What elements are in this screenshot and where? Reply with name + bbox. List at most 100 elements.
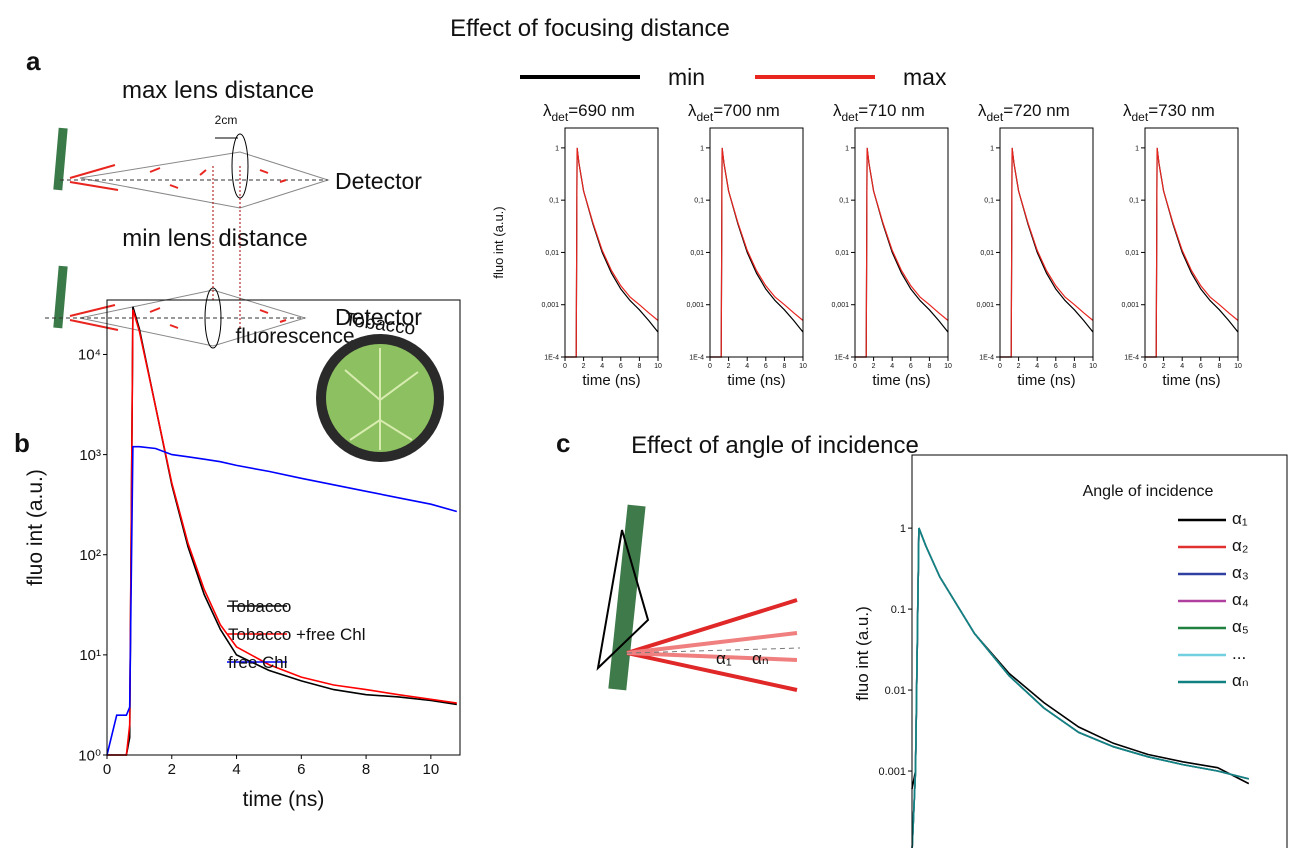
y-tick-label: 0,001 [686, 302, 704, 309]
diagram-a: max lens distance 2cm Detector min lens … [45, 77, 422, 349]
x-tick-label: 10 [944, 363, 952, 370]
y-axis-label: fluo int (a.u.) [24, 469, 47, 586]
y-tick-label: 0.001 [878, 766, 906, 778]
series-line [565, 147, 659, 358]
y-tick-label: 0,1 [694, 198, 704, 205]
x-tick-label: 4 [232, 761, 240, 778]
diagram-c: α₁ αₙ [596, 504, 801, 692]
x-tick-label: 6 [619, 363, 623, 370]
title-part: λ [833, 101, 842, 120]
x-axis-label: time (ns) [1017, 372, 1075, 389]
legend-label: α₅ [1232, 617, 1249, 636]
title-part: det [1132, 110, 1149, 124]
plot-frame [106, 299, 461, 756]
diagram-label: max lens distance [122, 77, 314, 104]
y-tick-label: 0,01 [1125, 250, 1139, 257]
title-part: λ [1123, 101, 1132, 120]
legend-label: Tobacco [228, 597, 291, 616]
y-tick-label: 1E-4 [834, 354, 849, 361]
x-tick-label: 2 [168, 761, 176, 778]
legend-label: max [903, 64, 947, 90]
legend-label: ... [1232, 644, 1246, 663]
y-tick-label: 0,01 [690, 250, 704, 257]
x-tick-label: 2 [872, 363, 876, 370]
x-tick-label: 4 [600, 363, 604, 370]
leaf [53, 127, 68, 191]
plot-frame [854, 127, 949, 358]
x-tick-label: 0 [708, 363, 712, 370]
y-tick-label: 0,01 [835, 250, 849, 257]
y-tick-label: 1 [1135, 145, 1139, 152]
title-part: det [842, 110, 859, 124]
leaf [608, 504, 646, 691]
series-line [1145, 147, 1239, 358]
series-line [565, 147, 659, 358]
x-tick-label: 10 [799, 363, 807, 370]
leaf [53, 265, 68, 329]
y-tick-label: 0,001 [831, 302, 849, 309]
y-axis-label: fluo int (a.u.) [853, 606, 872, 701]
x-tick-label: 8 [927, 363, 931, 370]
legend-label: α₃ [1232, 563, 1249, 582]
series-line [911, 527, 1249, 853]
legend-label: α₁ [1232, 509, 1248, 528]
title-part: =690 nm [568, 101, 635, 120]
y-tick-label: 0,1 [549, 198, 559, 205]
x-tick-label: 10 [1234, 363, 1242, 370]
x-tick-label: 6 [1054, 363, 1058, 370]
y-tick-label: 1 [700, 145, 704, 152]
y-tick-label: 0,01 [980, 250, 994, 257]
series-line [106, 445, 458, 756]
series-line [1000, 147, 1094, 358]
y-tick-label: 0,1 [1129, 198, 1139, 205]
x-tick-label: 4 [1180, 363, 1184, 370]
x-tick-label: 0 [563, 363, 567, 370]
x-tick-label: 10 [654, 363, 662, 370]
x-tick-label: 8 [782, 363, 786, 370]
x-tick-label: 8 [1072, 363, 1076, 370]
y-tick-label: 0,001 [1121, 302, 1139, 309]
x-tick-label: 6 [764, 363, 768, 370]
y-tick-label: 0,01 [545, 250, 559, 257]
title-part: det [987, 110, 1004, 124]
y-tick-label: 0,1 [984, 198, 994, 205]
x-axis-label: time (ns) [872, 372, 930, 389]
beam [626, 598, 798, 692]
x-tick-label: 4 [890, 363, 894, 370]
x-axis-label: time (ns) [1162, 372, 1220, 389]
title-part: =720 nm [1003, 101, 1070, 120]
x-tick-label: 0 [103, 761, 111, 778]
x-tick-label: 2 [727, 363, 731, 370]
diagram-label: Detector [335, 304, 422, 330]
title-part: λ [688, 101, 697, 120]
series-line [107, 306, 457, 756]
legend-title: Angle of incidence [1083, 483, 1214, 500]
inset-b: Tobacco [316, 309, 444, 462]
chart-title: λdet=700 nm [688, 101, 780, 124]
series-line [911, 527, 1249, 853]
diagram-label: Detector [335, 168, 422, 194]
x-tick-label: 2 [1017, 363, 1021, 370]
y-tick-label: 0.1 [891, 604, 906, 616]
x-axis-label: time (ns) [582, 372, 640, 389]
legend-label: min [668, 64, 705, 90]
plot-frame [911, 454, 1288, 853]
normal [626, 647, 801, 654]
title-part: λ [543, 101, 552, 120]
y-tick-label: 1 [900, 523, 906, 535]
legend-label: α₄ [1232, 590, 1249, 609]
y-tick-label: 1E-4 [544, 354, 559, 361]
y-tick-label: 1E-4 [979, 354, 994, 361]
y-tick-label: 1E-4 [1124, 354, 1139, 361]
x-tick-label: 0 [1143, 363, 1147, 370]
diagram-label: min lens distance [122, 225, 307, 252]
panel-label: c [556, 428, 570, 458]
plot-frame [564, 127, 659, 358]
x-axis-label: time (ns) [727, 372, 785, 389]
plot-frame [999, 127, 1094, 358]
series-line [1000, 147, 1094, 358]
y-tick-label: 0,001 [976, 302, 994, 309]
title-part: det [697, 110, 714, 124]
prism [596, 529, 650, 671]
panel-label: b [14, 428, 30, 458]
